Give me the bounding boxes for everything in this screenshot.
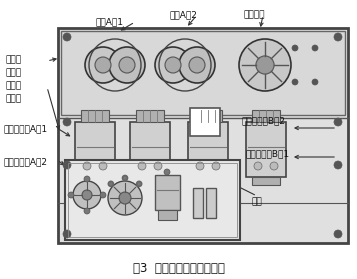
Circle shape (154, 162, 162, 170)
Circle shape (292, 79, 298, 85)
Text: 半导体器件A－2: 半导体器件A－2 (4, 157, 48, 166)
Circle shape (68, 192, 74, 198)
Circle shape (334, 33, 342, 41)
Bar (190, 108, 220, 136)
Text: 半导体器件A－1: 半导体器件A－1 (4, 124, 48, 133)
Circle shape (122, 175, 127, 181)
Circle shape (84, 176, 90, 182)
Text: 芯片: 芯片 (252, 197, 263, 206)
Text: 体底板: 体底板 (5, 94, 21, 103)
Circle shape (312, 45, 318, 51)
Circle shape (312, 79, 318, 85)
Circle shape (63, 33, 71, 41)
Bar (58, 28, 348, 243)
Circle shape (82, 190, 92, 200)
Bar (188, 122, 228, 177)
Bar (194, 177, 222, 185)
Circle shape (138, 162, 146, 170)
Circle shape (84, 208, 90, 214)
Circle shape (334, 230, 342, 238)
Circle shape (270, 162, 278, 170)
Circle shape (164, 169, 170, 175)
Circle shape (119, 57, 135, 73)
Circle shape (254, 162, 262, 170)
Bar (130, 122, 170, 177)
Bar (155, 175, 180, 210)
Circle shape (83, 162, 91, 170)
Text: 装在盒: 装在盒 (5, 81, 21, 90)
Text: 器件安: 器件安 (5, 68, 21, 77)
Circle shape (73, 181, 101, 209)
Text: 器件A－1: 器件A－1 (95, 17, 123, 26)
Bar (246, 122, 286, 177)
Bar (68, 163, 237, 237)
Circle shape (165, 57, 181, 73)
Circle shape (63, 161, 71, 169)
Bar (136, 177, 164, 185)
Circle shape (212, 162, 220, 170)
Circle shape (63, 118, 71, 126)
Circle shape (108, 181, 142, 215)
Bar (194, 110, 222, 122)
Bar (65, 160, 240, 240)
Bar (193, 188, 203, 218)
Text: 半导体器件B－1: 半导体器件B－1 (245, 149, 289, 158)
Circle shape (119, 192, 131, 204)
Bar (252, 177, 280, 185)
Text: 电感器件: 电感器件 (243, 10, 265, 19)
Circle shape (239, 39, 291, 91)
Circle shape (63, 230, 71, 238)
Circle shape (109, 181, 114, 186)
Circle shape (137, 181, 142, 186)
Circle shape (85, 47, 121, 83)
Bar (136, 110, 164, 122)
Circle shape (95, 57, 111, 73)
Circle shape (334, 161, 342, 169)
Circle shape (100, 192, 106, 198)
Circle shape (334, 118, 342, 126)
Text: 器件A－2: 器件A－2 (170, 10, 198, 19)
Bar (75, 122, 115, 177)
Bar (206, 188, 216, 218)
Bar (158, 210, 177, 220)
Circle shape (99, 162, 107, 170)
Bar (81, 110, 109, 122)
Circle shape (292, 45, 298, 51)
Text: 大功耗: 大功耗 (5, 55, 21, 64)
Bar (61, 31, 345, 115)
Circle shape (189, 57, 205, 73)
Circle shape (109, 47, 145, 83)
Circle shape (179, 47, 215, 83)
Text: 图3  部分大功耗器件布置图: 图3 部分大功耗器件布置图 (132, 262, 225, 275)
Circle shape (256, 56, 274, 74)
Bar (81, 177, 109, 185)
Bar (252, 110, 280, 122)
Circle shape (155, 47, 191, 83)
Circle shape (196, 162, 204, 170)
Text: 半导体器件B－2: 半导体器件B－2 (242, 116, 286, 125)
